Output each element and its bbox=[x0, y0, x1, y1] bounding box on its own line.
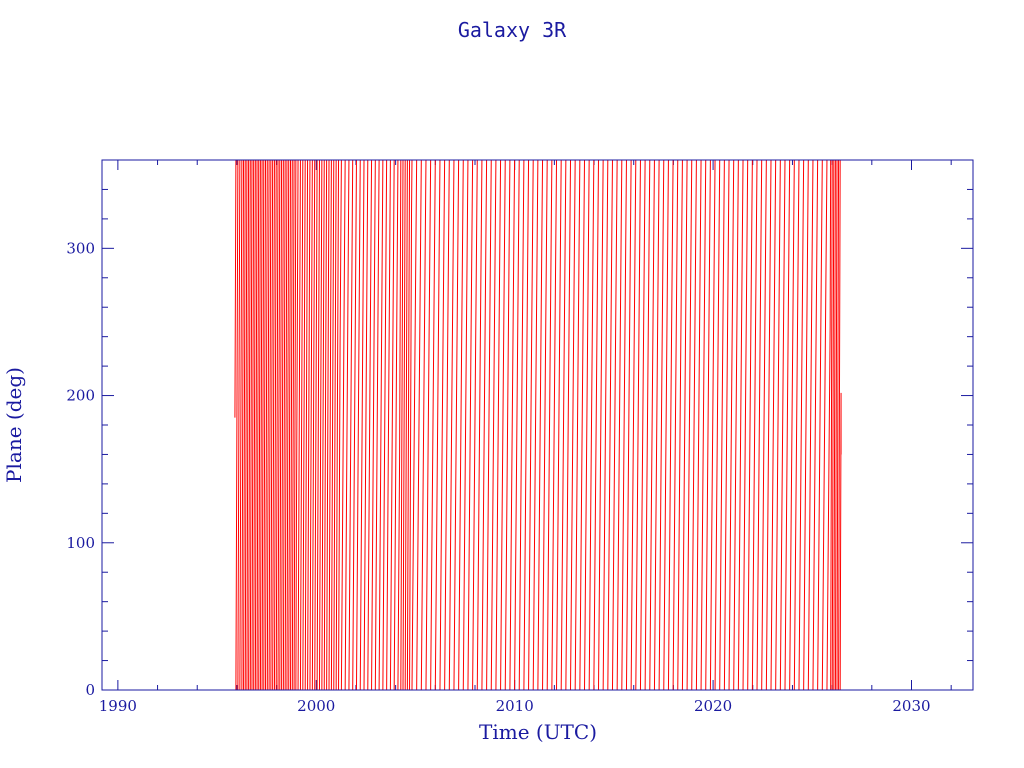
chart-title: Galaxy 3R bbox=[458, 18, 567, 42]
x-tick-label: 2030 bbox=[892, 697, 930, 715]
axis-tick-labels: 1990 2000 2010 2020 2030 0 100 200 300 bbox=[66, 239, 930, 715]
y-tick-label: 200 bbox=[66, 387, 95, 405]
y-tick-label: 100 bbox=[66, 534, 95, 552]
x-tick-label: 2010 bbox=[496, 697, 534, 715]
x-axis-label: Time (UTC) bbox=[479, 720, 597, 744]
y-axis-label: Plane (deg) bbox=[2, 367, 26, 483]
y-tick-label: 300 bbox=[66, 239, 95, 257]
x-tick-label: 2000 bbox=[297, 697, 335, 715]
series-line-0 bbox=[234, 159, 842, 691]
x-tick-label: 2020 bbox=[694, 697, 732, 715]
plot-frame bbox=[101, 159, 974, 691]
series-layer bbox=[234, 159, 842, 691]
x-tick-label: 1990 bbox=[99, 697, 137, 715]
y-tick-label: 0 bbox=[85, 681, 95, 699]
